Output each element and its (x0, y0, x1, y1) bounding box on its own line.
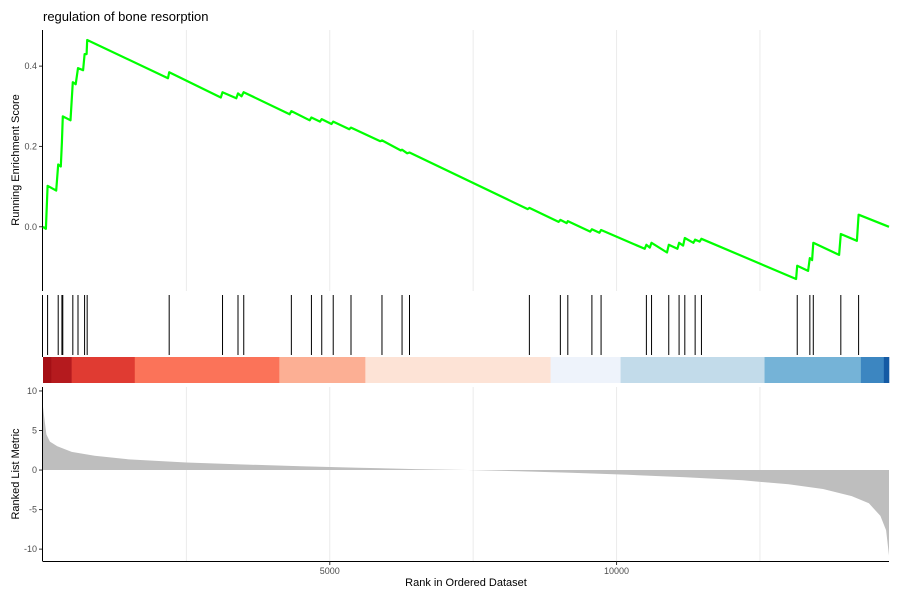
heat-segment (71, 357, 136, 383)
heat-segment (279, 357, 366, 383)
heat-segment (764, 357, 862, 383)
heat-segment (620, 357, 765, 383)
enrichment-y-ticks: 0.0 0.2 0.4 (24, 61, 42, 232)
y-tick-label: 0 (32, 465, 37, 475)
enrichment-panel: 0.0 0.2 0.4 Running Enrichment Score (10, 30, 890, 291)
heat-segment (43, 357, 52, 383)
heat-segment (883, 357, 890, 383)
y-tick-label: 0.2 (24, 141, 37, 151)
heat-segment (365, 357, 551, 383)
heat-segment (51, 357, 72, 383)
y-tick-label: 10 (27, 386, 37, 396)
y-tick-label: 0.0 (24, 222, 37, 232)
ranked-metric-y-ticks: 10 5 0 -5 -10 (24, 386, 42, 554)
y-tick-label: 0.4 (24, 61, 37, 71)
x-axis-ticks: 5000 10000 (320, 561, 629, 576)
enrichment-y-label: Running Enrichment Score (10, 94, 22, 225)
chart-title: regulation of bone resorption (43, 9, 209, 24)
x-axis-label: Rank in Ordered Dataset (405, 577, 527, 589)
rank-heat-bar (43, 357, 890, 383)
hits-panel (42, 295, 860, 357)
heat-segment (550, 357, 621, 383)
gene-hit-marks (47, 295, 860, 355)
x-tick-label: 10000 (604, 566, 629, 576)
top-grid (185, 30, 761, 291)
y-tick-label: -10 (24, 544, 37, 554)
ranked-metric-area (43, 406, 889, 556)
y-tick-label: 5 (32, 426, 37, 436)
ranked-metric-y-label: Ranked List Metric (10, 428, 22, 520)
heat-segment (134, 357, 280, 383)
running-enrichment-line (42, 38, 890, 281)
ranked-metric-panel: 10 5 0 -5 -10 5000 10000 Ranked List Metric R… (10, 386, 889, 589)
x-tick-label: 5000 (320, 566, 340, 576)
heat-segment (860, 357, 885, 383)
y-tick-label: -5 (29, 505, 37, 515)
